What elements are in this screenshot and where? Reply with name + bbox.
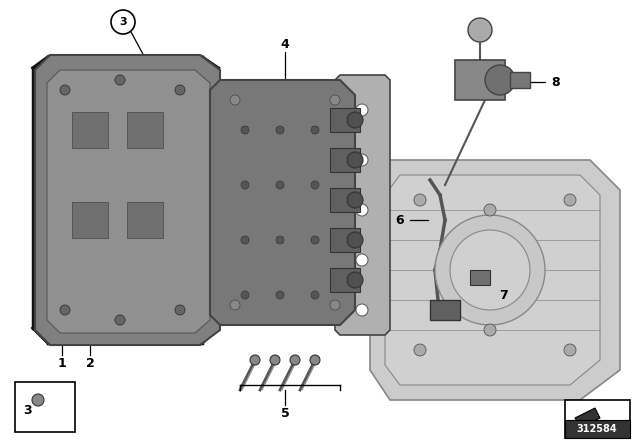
Circle shape bbox=[347, 152, 363, 168]
Circle shape bbox=[347, 232, 363, 248]
Polygon shape bbox=[35, 55, 220, 345]
Text: 1: 1 bbox=[58, 357, 67, 370]
Bar bbox=[330, 228, 360, 252]
Text: 3: 3 bbox=[119, 17, 127, 27]
Bar bbox=[330, 188, 360, 212]
Circle shape bbox=[347, 192, 363, 208]
Circle shape bbox=[60, 85, 70, 95]
Bar bbox=[72, 202, 108, 238]
Text: 4: 4 bbox=[280, 38, 289, 51]
Polygon shape bbox=[370, 160, 620, 400]
Bar bbox=[72, 112, 108, 148]
Circle shape bbox=[414, 194, 426, 206]
Circle shape bbox=[347, 112, 363, 128]
Circle shape bbox=[311, 236, 319, 244]
Bar bbox=[127, 112, 163, 148]
Bar bbox=[127, 202, 163, 238]
Circle shape bbox=[484, 324, 496, 336]
Circle shape bbox=[241, 236, 249, 244]
Polygon shape bbox=[575, 408, 600, 428]
Circle shape bbox=[276, 181, 284, 189]
Bar bbox=[330, 148, 360, 172]
Circle shape bbox=[485, 65, 515, 95]
Text: 2: 2 bbox=[86, 357, 94, 370]
Bar bbox=[470, 270, 490, 285]
Circle shape bbox=[276, 291, 284, 299]
Circle shape bbox=[311, 291, 319, 299]
Circle shape bbox=[450, 230, 530, 310]
Bar bbox=[15, 382, 75, 432]
Circle shape bbox=[564, 194, 576, 206]
Circle shape bbox=[330, 300, 340, 310]
Text: 3: 3 bbox=[24, 404, 32, 417]
Bar bbox=[330, 108, 360, 132]
Bar bbox=[330, 268, 360, 292]
Bar bbox=[565, 400, 630, 438]
Circle shape bbox=[175, 85, 185, 95]
Circle shape bbox=[311, 126, 319, 134]
Circle shape bbox=[115, 315, 125, 325]
Circle shape bbox=[310, 355, 320, 365]
Text: 5: 5 bbox=[280, 406, 289, 419]
Circle shape bbox=[414, 344, 426, 356]
Circle shape bbox=[356, 154, 368, 166]
Circle shape bbox=[241, 126, 249, 134]
Circle shape bbox=[356, 304, 368, 316]
Bar bbox=[455, 60, 505, 100]
Circle shape bbox=[175, 305, 185, 315]
Circle shape bbox=[241, 291, 249, 299]
Circle shape bbox=[435, 215, 545, 325]
Circle shape bbox=[276, 236, 284, 244]
Text: 7: 7 bbox=[500, 289, 508, 302]
Circle shape bbox=[32, 394, 44, 406]
Circle shape bbox=[230, 95, 240, 105]
Circle shape bbox=[468, 18, 492, 42]
Circle shape bbox=[356, 204, 368, 216]
Bar bbox=[430, 300, 460, 320]
Circle shape bbox=[564, 344, 576, 356]
Circle shape bbox=[250, 355, 260, 365]
Text: 312584: 312584 bbox=[577, 424, 618, 434]
Circle shape bbox=[356, 104, 368, 116]
Circle shape bbox=[241, 181, 249, 189]
Bar bbox=[510, 72, 530, 88]
Polygon shape bbox=[47, 70, 210, 333]
Polygon shape bbox=[210, 80, 355, 325]
Circle shape bbox=[60, 305, 70, 315]
Polygon shape bbox=[335, 75, 390, 335]
Circle shape bbox=[230, 300, 240, 310]
Circle shape bbox=[276, 126, 284, 134]
Circle shape bbox=[330, 95, 340, 105]
Polygon shape bbox=[385, 175, 600, 385]
Circle shape bbox=[347, 272, 363, 288]
Circle shape bbox=[290, 355, 300, 365]
Circle shape bbox=[356, 254, 368, 266]
Circle shape bbox=[270, 355, 280, 365]
Bar bbox=[565, 420, 630, 438]
Text: 8: 8 bbox=[552, 76, 560, 89]
Text: 6: 6 bbox=[396, 214, 404, 227]
Circle shape bbox=[111, 10, 135, 34]
Circle shape bbox=[484, 204, 496, 216]
Circle shape bbox=[311, 181, 319, 189]
Circle shape bbox=[115, 75, 125, 85]
